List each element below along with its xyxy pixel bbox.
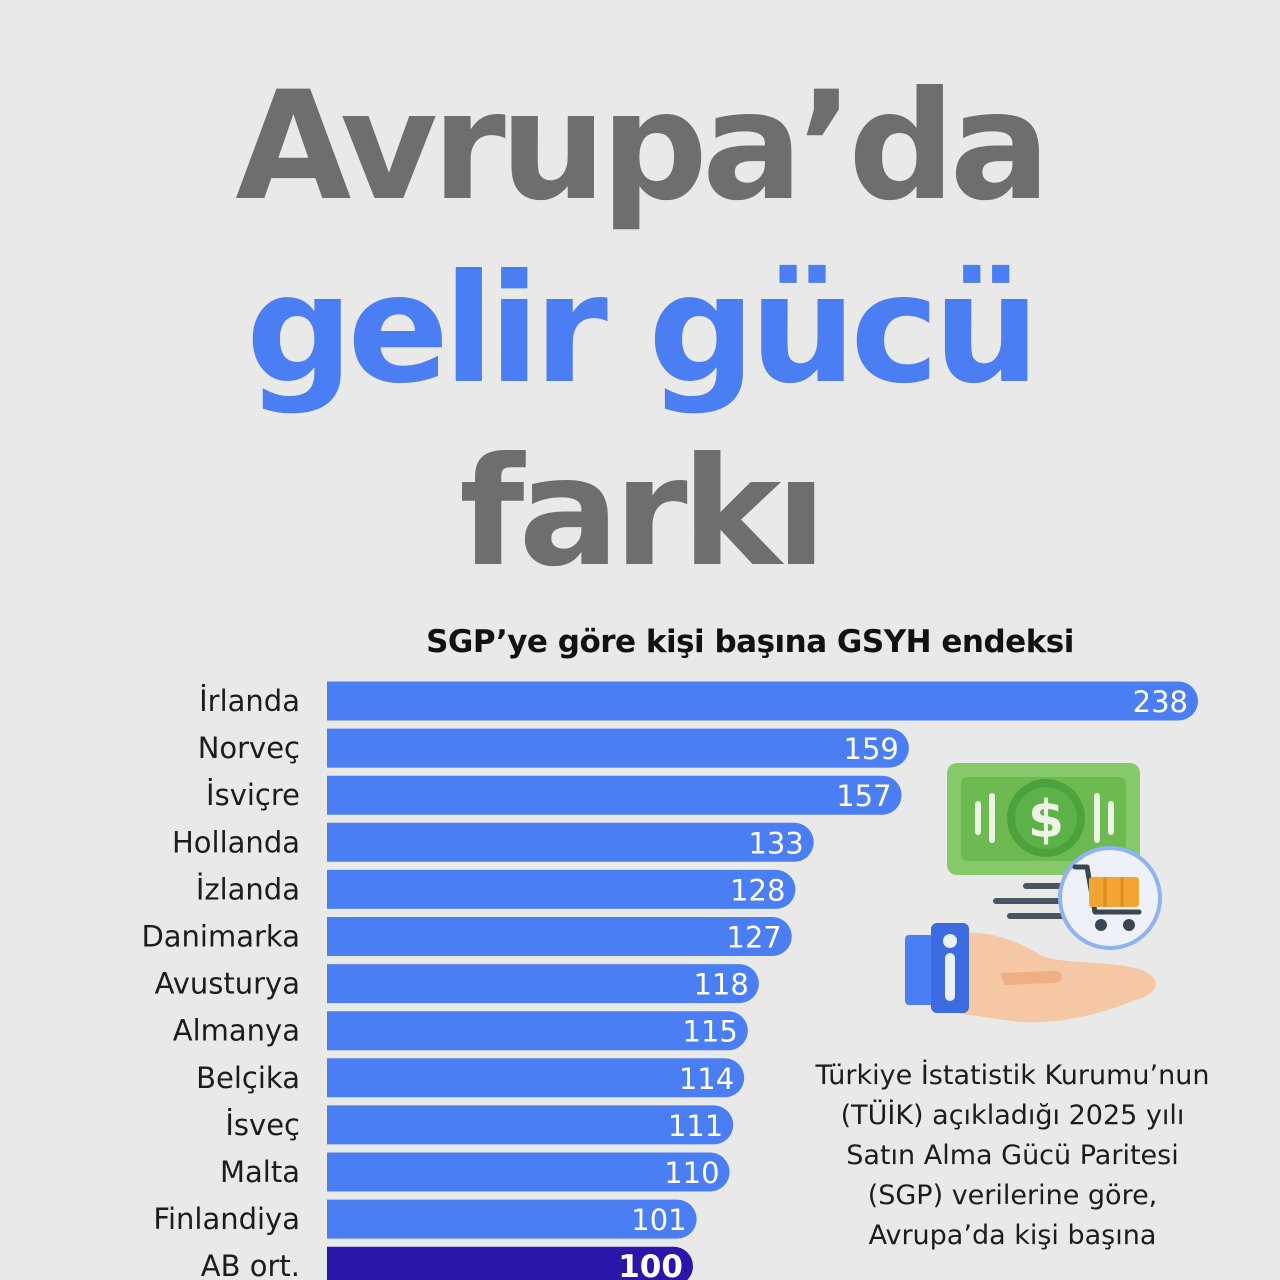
value-label: 100 bbox=[618, 1249, 683, 1280]
category-label: İsveç bbox=[225, 1108, 300, 1142]
category-label: İsviçre bbox=[206, 778, 300, 812]
bar-0 bbox=[327, 681, 1198, 721]
value-label: 238 bbox=[1133, 685, 1188, 719]
value-label: 115 bbox=[683, 1015, 738, 1049]
bar-11 bbox=[327, 1199, 697, 1239]
bar-3 bbox=[327, 822, 814, 862]
category-label: Avusturya bbox=[155, 967, 300, 1001]
money-cart-hand-illustration: $ bbox=[905, 763, 1162, 1023]
category-label: Almanya bbox=[173, 1014, 300, 1048]
value-label: 111 bbox=[668, 1109, 723, 1143]
chart-title: SGP’ye göre kişi başına GSYH endeksi bbox=[426, 624, 1074, 660]
headline-line-2: gelir gücü bbox=[246, 243, 1040, 417]
category-label: Finlandiya bbox=[153, 1202, 300, 1236]
open-hand-icon bbox=[905, 923, 1156, 1023]
bar-1 bbox=[327, 728, 909, 768]
value-label: 128 bbox=[730, 873, 785, 907]
category-label: Malta bbox=[220, 1155, 300, 1189]
category-label: Norveç bbox=[198, 731, 300, 765]
bar-2 bbox=[327, 775, 902, 815]
bar-7 bbox=[327, 1011, 748, 1051]
headline-line-3: farkı bbox=[459, 426, 827, 600]
category-label: Belçika bbox=[196, 1061, 300, 1095]
value-label: 114 bbox=[679, 1062, 734, 1096]
source-caption: Türkiye İstatistik Kurumu’nun (TÜİK) açı… bbox=[815, 1060, 1210, 1251]
bar-4 bbox=[327, 869, 796, 909]
value-label: 101 bbox=[631, 1203, 686, 1237]
category-label: İrlanda bbox=[199, 684, 300, 718]
category-label: AB ort. bbox=[201, 1249, 300, 1280]
bar-12 bbox=[327, 1246, 693, 1280]
bar-10 bbox=[327, 1152, 730, 1192]
value-label: 110 bbox=[664, 1156, 719, 1190]
value-label: 157 bbox=[836, 779, 891, 813]
svg-text:$: $ bbox=[1028, 790, 1064, 850]
bar-9 bbox=[327, 1105, 734, 1145]
value-label: 133 bbox=[748, 826, 803, 860]
value-label: 159 bbox=[844, 732, 899, 766]
category-label: İzlanda bbox=[196, 872, 300, 906]
headline-line-1: Avrupa’da bbox=[235, 60, 1050, 234]
value-label: 118 bbox=[693, 968, 748, 1002]
bar-6 bbox=[327, 964, 759, 1004]
shopping-cart-icon bbox=[1058, 846, 1162, 950]
bar-5 bbox=[327, 917, 792, 956]
category-label: Hollanda bbox=[172, 825, 300, 859]
value-label: 127 bbox=[726, 921, 781, 955]
category-label: Danimarka bbox=[141, 920, 300, 954]
bar-8 bbox=[327, 1058, 745, 1098]
dollar-icon: $ bbox=[1007, 779, 1085, 857]
